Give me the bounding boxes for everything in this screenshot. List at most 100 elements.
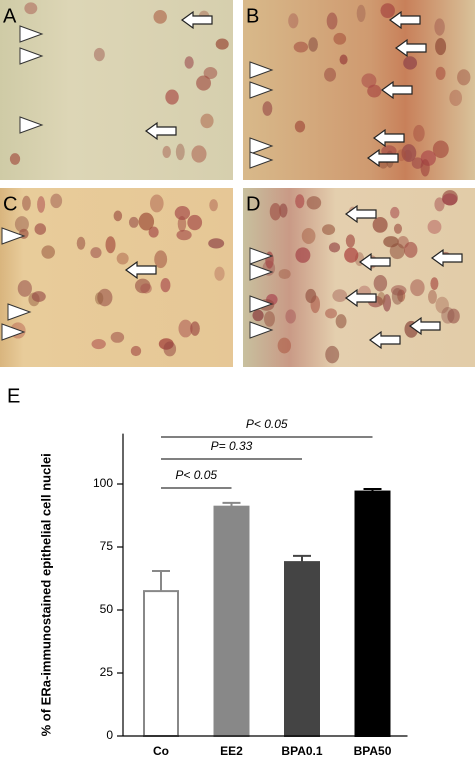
cell-nucleus xyxy=(393,223,403,234)
cell-nucleus xyxy=(176,229,192,241)
cell-nucleus xyxy=(295,247,311,263)
arrowhead xyxy=(249,81,274,99)
cell-nucleus xyxy=(277,337,292,354)
cell-nucleus xyxy=(367,84,382,98)
cell-nucleus xyxy=(328,242,341,253)
cell-nucleus xyxy=(382,294,392,312)
cell-nucleus xyxy=(345,234,356,248)
arrow xyxy=(388,10,421,30)
cell-nucleus xyxy=(37,196,46,213)
cell-nucleus xyxy=(430,277,439,291)
cell-nucleus xyxy=(269,202,282,221)
cell-nucleus xyxy=(153,9,167,24)
cell-nucleus xyxy=(441,306,455,324)
cell-nucleus xyxy=(93,47,105,62)
arrow xyxy=(180,10,213,30)
cell-nucleus xyxy=(252,309,264,322)
cell-nucleus xyxy=(17,280,32,297)
cell-nucleus xyxy=(162,145,171,159)
arrowhead xyxy=(249,247,274,265)
y-tick-label: 25 xyxy=(100,665,114,679)
cell-nucleus xyxy=(326,12,338,30)
cell-nucleus xyxy=(91,338,106,350)
cell-nucleus xyxy=(165,89,179,105)
cell-nucleus xyxy=(410,279,425,297)
cell-nucleus xyxy=(389,243,405,260)
cell-nucleus xyxy=(285,309,296,324)
cell-nucleus xyxy=(333,32,347,45)
bar xyxy=(354,490,391,737)
cell-nucleus xyxy=(14,216,29,233)
arrow xyxy=(368,330,401,350)
panel-label: A xyxy=(3,5,17,27)
cell-nucleus xyxy=(178,319,193,338)
cell-nucleus xyxy=(377,292,386,306)
panel-label: E xyxy=(7,385,20,407)
significance-label: P< 0.05 xyxy=(246,417,288,431)
cell-nucleus xyxy=(50,193,63,209)
cell-nucleus xyxy=(293,41,309,53)
cell-nucleus xyxy=(279,203,288,218)
y-axis-label: % of ERa-immunostained epithelial cell n… xyxy=(38,453,53,736)
arrowhead xyxy=(1,227,26,245)
cell-nucleus xyxy=(427,219,442,234)
cell-nucleus xyxy=(34,223,47,235)
cell-nucleus xyxy=(130,345,142,357)
arrow xyxy=(366,148,399,168)
cell-nucleus xyxy=(191,145,207,163)
arrow xyxy=(144,121,177,141)
micrograph: A xyxy=(0,0,233,180)
cell-nucleus xyxy=(325,308,337,319)
arrow xyxy=(372,128,405,148)
cell-nucleus xyxy=(305,288,317,304)
cell-nucleus xyxy=(434,18,445,36)
x-tick-label: Co xyxy=(153,744,169,758)
y-tick-label: 50 xyxy=(100,602,114,616)
cell-nucleus xyxy=(391,287,404,305)
cell-nucleus xyxy=(148,226,159,238)
cell-nucleus xyxy=(420,159,430,177)
arrow xyxy=(344,204,377,224)
cell-nucleus xyxy=(344,247,359,263)
cell-nucleus xyxy=(196,75,212,91)
cell-nucleus xyxy=(332,289,348,303)
cell-nucleus xyxy=(301,228,316,245)
cell-nucleus xyxy=(322,224,336,235)
cell-nucleus xyxy=(264,311,275,327)
cell-nucleus xyxy=(113,210,123,222)
cell-nucleus xyxy=(90,247,102,259)
cell-nucleus xyxy=(432,140,449,159)
bar xyxy=(213,505,250,737)
micrograph-image xyxy=(0,0,233,180)
cell-nucleus xyxy=(215,38,229,50)
bar xyxy=(143,590,179,737)
cell-nucleus xyxy=(31,291,46,302)
panel-label: C xyxy=(3,193,17,215)
cell-nucleus xyxy=(403,56,418,70)
cell-nucleus xyxy=(94,292,104,305)
arrowhead xyxy=(1,323,26,341)
cell-nucleus xyxy=(325,345,340,364)
cell-nucleus xyxy=(434,197,445,212)
cell-nucleus xyxy=(413,124,425,142)
significance-label: P< 0.05 xyxy=(175,468,217,482)
arrowhead xyxy=(249,295,274,313)
cell-nucleus xyxy=(373,274,388,292)
cell-nucleus xyxy=(116,252,129,265)
cell-nucleus xyxy=(339,54,348,65)
cell-nucleus xyxy=(396,149,407,162)
significance-label: P= 0.33 xyxy=(211,439,253,453)
cell-nucleus xyxy=(278,268,291,280)
cell-nucleus xyxy=(403,241,418,258)
cell-nucleus xyxy=(401,144,417,163)
arrowhead xyxy=(19,116,44,134)
arrow xyxy=(358,252,391,272)
bar xyxy=(284,561,320,737)
cell-nucleus xyxy=(435,37,447,56)
cell-nucleus xyxy=(295,194,305,209)
cell-nucleus xyxy=(184,56,194,69)
cell-nucleus xyxy=(356,4,366,23)
cell-nucleus xyxy=(41,245,55,259)
cell-nucleus xyxy=(138,212,155,231)
cell-nucleus xyxy=(457,69,471,86)
